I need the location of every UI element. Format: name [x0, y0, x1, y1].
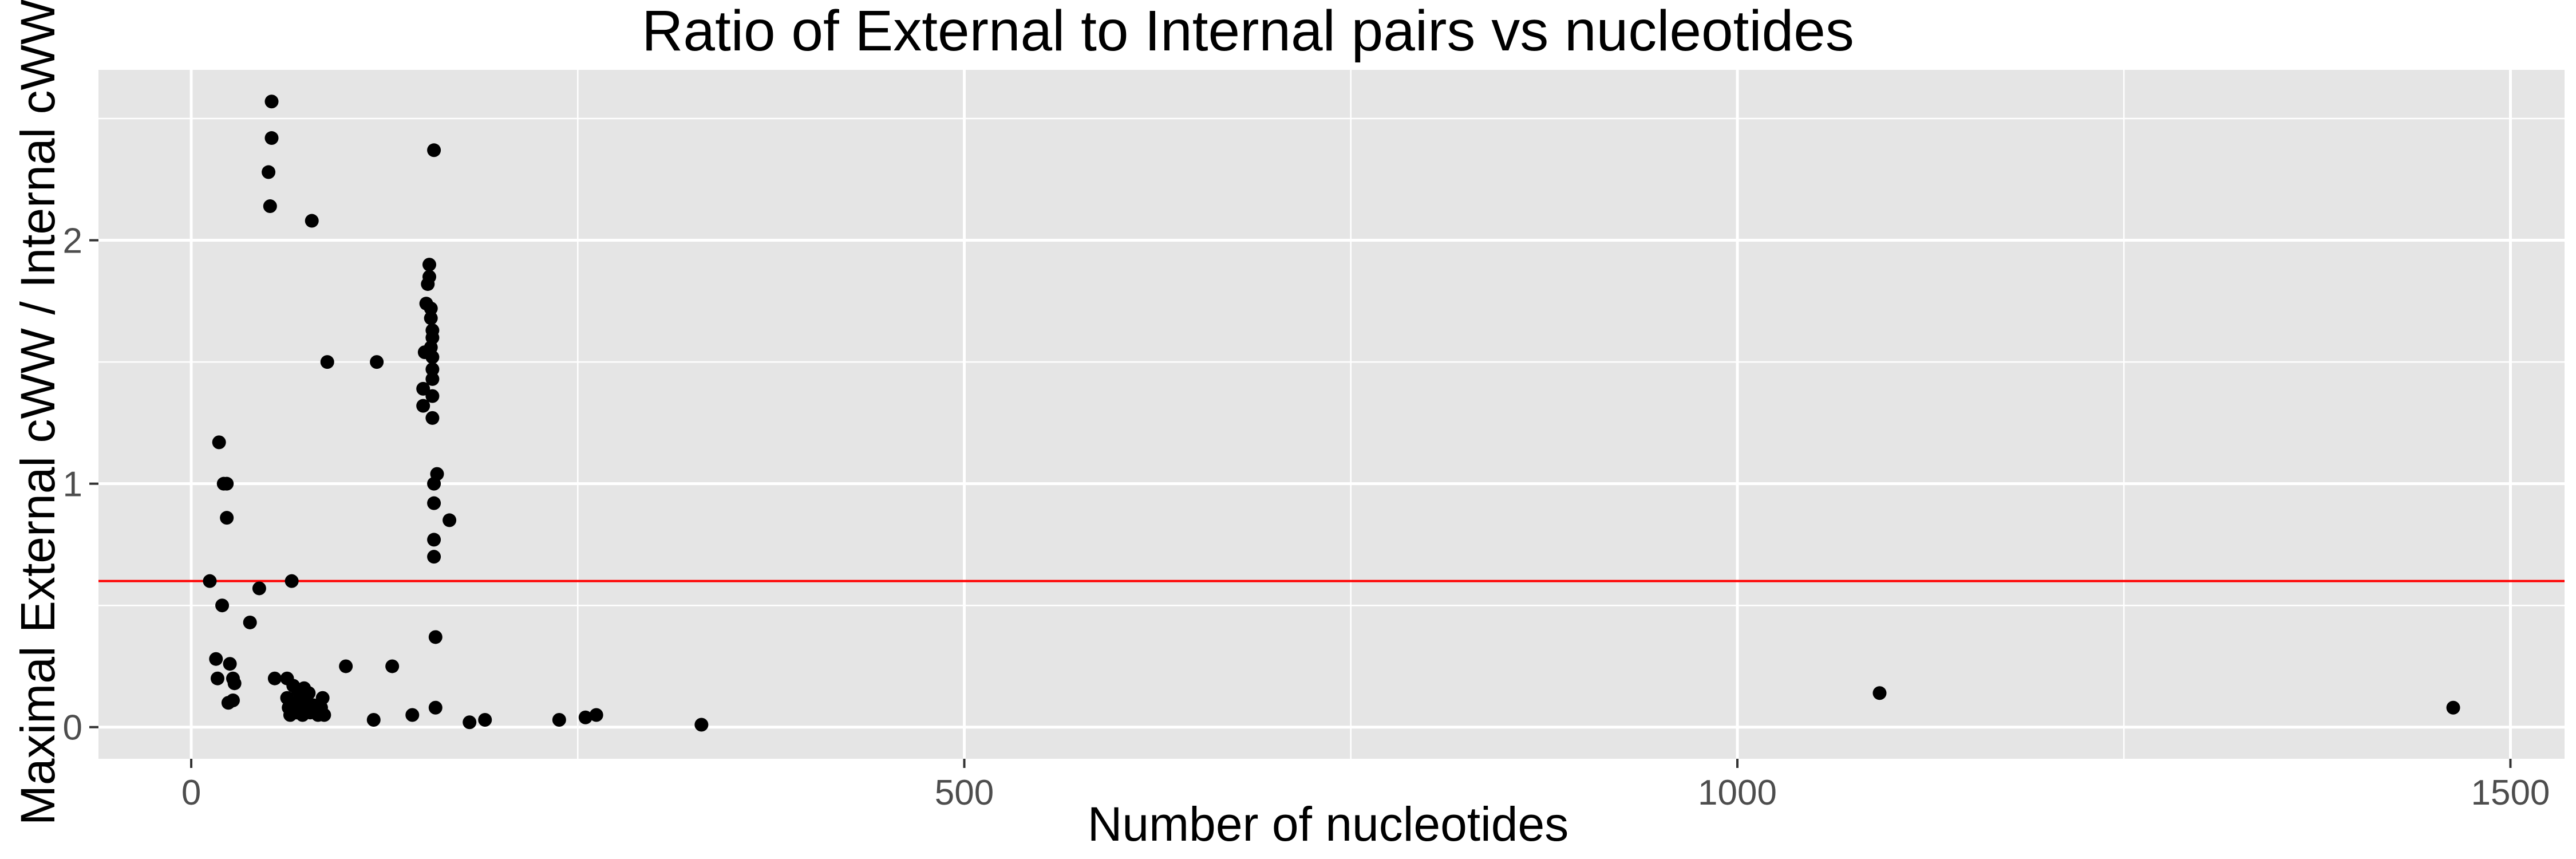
data-point — [243, 615, 257, 629]
data-point — [405, 708, 420, 722]
data-point — [385, 659, 400, 673]
data-point — [552, 712, 566, 727]
data-point — [463, 715, 477, 730]
data-point — [428, 630, 442, 644]
data-point — [578, 710, 592, 724]
data-point — [366, 712, 381, 727]
data-point — [215, 598, 230, 613]
plot-panel — [98, 70, 2565, 759]
x-tick-label: 0 — [181, 773, 201, 813]
x-tick-label: 1000 — [1698, 773, 1777, 813]
data-point — [442, 513, 457, 527]
data-point — [264, 131, 279, 145]
x-tick-label: 1500 — [2471, 773, 2550, 813]
data-point — [1872, 686, 1887, 700]
data-point — [320, 355, 334, 369]
data-point — [427, 550, 441, 564]
y-axis-ticks: 0 1 2 — [63, 222, 98, 748]
data-point — [2446, 700, 2460, 715]
data-point — [285, 574, 299, 588]
data-point — [220, 476, 234, 491]
data-point — [212, 435, 226, 450]
data-point — [427, 143, 441, 157]
data-point — [317, 708, 331, 722]
data-point — [370, 355, 384, 369]
data-point — [425, 372, 440, 386]
data-point — [305, 214, 319, 228]
data-point — [220, 511, 234, 525]
major-grid — [98, 70, 2565, 759]
data-point — [424, 311, 438, 325]
data-point — [339, 659, 353, 673]
data-point — [422, 270, 437, 284]
data-point — [425, 411, 440, 425]
data-point — [203, 574, 217, 588]
data-point — [416, 381, 430, 396]
data-point — [209, 652, 223, 666]
data-point — [425, 350, 440, 364]
data-point — [267, 671, 282, 685]
data-point — [428, 700, 442, 715]
data-point — [263, 199, 277, 214]
x-tick-label: 500 — [935, 773, 994, 813]
data-point — [252, 581, 266, 596]
data-points — [203, 94, 2460, 732]
data-point — [430, 467, 444, 481]
x-axis-label: Number of nucleotides — [1088, 797, 1568, 851]
data-point — [227, 676, 242, 691]
data-point — [425, 389, 440, 403]
data-point — [422, 258, 437, 272]
data-point — [589, 708, 603, 722]
data-point — [223, 657, 237, 671]
y-tick-label: 2 — [63, 222, 82, 261]
x-axis-ticks: 0 500 1000 1500 — [181, 759, 2550, 813]
data-point — [427, 533, 441, 547]
data-point — [425, 362, 440, 376]
data-point — [425, 330, 440, 345]
data-point — [262, 165, 276, 179]
data-point — [315, 691, 330, 705]
data-point — [694, 718, 709, 732]
minor-grid — [98, 70, 2565, 759]
data-point — [424, 301, 438, 316]
data-point — [210, 671, 224, 685]
data-point — [478, 712, 492, 727]
data-point — [226, 693, 240, 707]
data-point — [302, 686, 316, 700]
data-point — [427, 496, 441, 510]
chart-title: Ratio of External to Internal pairs vs n… — [642, 0, 1854, 63]
data-point — [416, 399, 430, 413]
y-axis-label: Maximal External cWW / Internal cWW — [11, 0, 65, 825]
data-point — [264, 94, 279, 109]
y-tick-label: 1 — [63, 465, 82, 505]
y-tick-label: 0 — [63, 708, 82, 748]
